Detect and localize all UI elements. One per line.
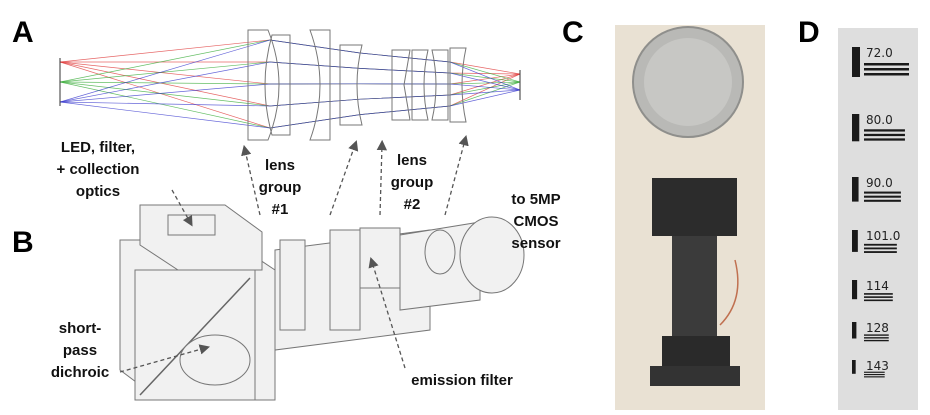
annotation-line: LED, filter, bbox=[61, 139, 135, 156]
target-bar bbox=[852, 114, 859, 141]
resolution-target: 72.0 80.0 90.0 101.0 114 128 143 bbox=[838, 28, 918, 410]
target-label: 90.0 bbox=[866, 176, 893, 190]
lens-group-2-label: lens group #2 bbox=[391, 152, 434, 213]
panel-label: C bbox=[562, 16, 584, 49]
target-bar bbox=[864, 200, 901, 202]
annotation-line: #1 bbox=[272, 201, 289, 218]
annotation-line: pass bbox=[63, 342, 97, 359]
figure: 72.0 80.0 90.0 101.0 114 128 143 A B C D LED, filt… bbox=[0, 0, 930, 415]
annotation-line: group bbox=[391, 174, 434, 191]
panel-label: A bbox=[12, 16, 34, 49]
annotation-line: group bbox=[259, 179, 302, 196]
target-bar bbox=[852, 360, 856, 374]
target-label: 114 bbox=[866, 279, 889, 293]
annotation-line: lens bbox=[397, 152, 427, 169]
lens-group-1-label: lens group #1 bbox=[259, 157, 302, 218]
target-bar bbox=[864, 196, 901, 198]
target-label: 128 bbox=[866, 321, 889, 335]
cad-model bbox=[120, 205, 524, 400]
target-bar bbox=[864, 73, 909, 76]
target-bar bbox=[852, 177, 859, 202]
target-bar bbox=[852, 322, 856, 339]
led-filter-label: LED, filter, + collection optics bbox=[57, 139, 140, 200]
target-bar bbox=[864, 192, 901, 194]
annotation-line: lens bbox=[265, 157, 295, 174]
lenses bbox=[60, 30, 520, 140]
target-bar bbox=[864, 68, 909, 71]
annotation-line: + collection bbox=[57, 161, 140, 178]
panel-label: B bbox=[12, 226, 34, 259]
target-bar bbox=[864, 293, 893, 295]
sensor-label: to 5MP CMOS sensor bbox=[511, 191, 560, 252]
target-bar bbox=[864, 300, 893, 302]
device-photo bbox=[615, 25, 765, 410]
annotation-line: emission filter bbox=[411, 372, 513, 389]
annotation-line: sensor bbox=[511, 235, 560, 252]
target-label: 101.0 bbox=[866, 229, 900, 243]
target-bar bbox=[864, 374, 885, 375]
target-bar bbox=[864, 296, 893, 298]
target-bar bbox=[864, 340, 889, 341]
target-bar bbox=[864, 63, 909, 66]
target-bar bbox=[864, 247, 897, 249]
target-bar bbox=[864, 129, 905, 131]
target-bar bbox=[852, 47, 860, 77]
annotation-line: optics bbox=[76, 183, 120, 200]
target-bar bbox=[864, 376, 885, 377]
annotation-line: dichroic bbox=[51, 364, 109, 381]
annotation-line: CMOS bbox=[514, 213, 559, 230]
target-bar bbox=[864, 134, 905, 136]
target-bar bbox=[864, 138, 905, 140]
target-label: 80.0 bbox=[866, 113, 893, 127]
target-bar bbox=[864, 337, 889, 338]
target-bar bbox=[852, 280, 857, 299]
target-bar bbox=[864, 244, 897, 246]
annotation-line: short- bbox=[59, 320, 102, 337]
dichroic-label: short-pass dichroic bbox=[51, 320, 109, 381]
target-label: 72.0 bbox=[866, 46, 893, 60]
target-bar bbox=[864, 251, 897, 253]
emission-filter-label: emission filter bbox=[411, 372, 513, 389]
annotation-line: to 5MP bbox=[511, 191, 560, 208]
panel-label: D bbox=[798, 16, 820, 49]
annotation-line: #2 bbox=[404, 196, 421, 213]
target-label: 143 bbox=[866, 359, 889, 373]
target-bar bbox=[852, 230, 858, 252]
